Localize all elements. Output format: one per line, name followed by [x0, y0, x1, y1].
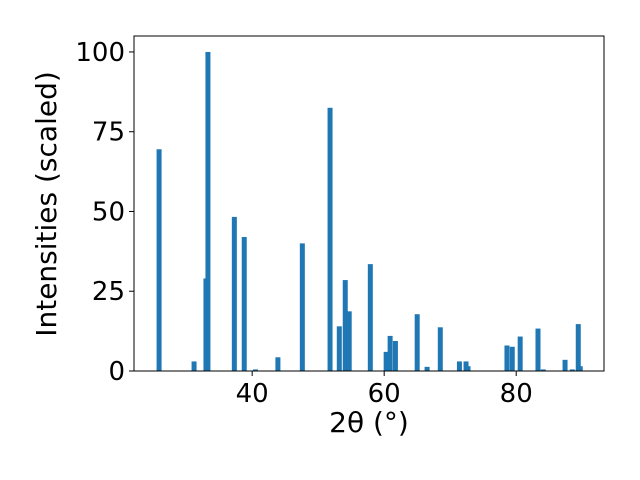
bar [327, 107, 333, 372]
bar [241, 237, 247, 371]
bar [392, 341, 398, 371]
bar [504, 345, 510, 371]
bar [275, 357, 281, 371]
bar [367, 264, 373, 371]
y-axis-label: Intensities (scaled) [30, 71, 63, 337]
bar [336, 326, 342, 371]
bar [437, 327, 443, 371]
x-axis-label: 2θ (°) [329, 406, 409, 439]
bar [346, 311, 352, 371]
y-tick-label: 0 [108, 357, 125, 387]
bar [156, 149, 162, 371]
x-tick-label: 80 [500, 379, 533, 409]
bar [231, 216, 237, 371]
bar [562, 359, 568, 371]
bar [383, 351, 389, 371]
plot-frame [133, 35, 605, 372]
y-tick-label: 25 [92, 277, 125, 307]
bar [465, 366, 471, 371]
bar [456, 361, 462, 371]
bar [540, 369, 546, 371]
x-tick-label: 60 [368, 379, 401, 409]
bar [414, 314, 420, 371]
x-tick-label: 40 [236, 379, 269, 409]
y-tick-label: 75 [92, 118, 125, 148]
bar [577, 366, 583, 371]
bar [517, 336, 523, 371]
bar [424, 366, 430, 371]
bar [575, 324, 581, 371]
y-tick-label: 100 [75, 38, 125, 68]
bar [342, 280, 348, 371]
bar [387, 335, 393, 371]
bar [535, 328, 541, 371]
bar [205, 51, 211, 371]
bar [191, 361, 197, 371]
bar [569, 369, 575, 371]
bar [252, 369, 258, 371]
y-tick-label: 50 [92, 197, 125, 227]
bar [509, 346, 515, 371]
bar [299, 243, 305, 371]
